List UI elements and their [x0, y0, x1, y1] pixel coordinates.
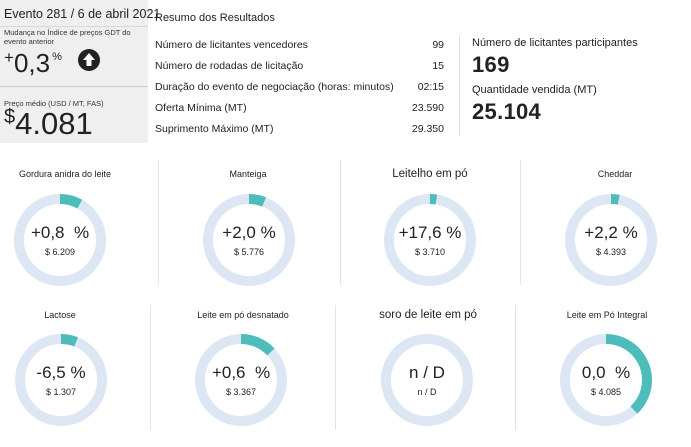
arrow-up-icon — [78, 49, 100, 71]
product-donut: +17,6 % $ 3.710 — [382, 192, 478, 288]
participants-caption: Número de licitantes participantes — [472, 37, 638, 49]
donut-change-arc — [14, 194, 106, 286]
divider — [158, 160, 159, 285]
product-change: +2,2 % — [584, 223, 638, 242]
quantity-value: 25.104 — [472, 99, 542, 124]
divider — [520, 160, 521, 285]
summary-row: Duração do evento de negociação (horas: … — [155, 81, 444, 96]
donut-change-arc — [565, 194, 657, 286]
price-value: 4.081 — [15, 106, 93, 141]
summary-row: Suprimento Máximo (MT) 29.350 — [155, 123, 444, 138]
summary-row-value: 29.350 — [411, 123, 444, 135]
divider — [150, 305, 151, 430]
divider — [0, 26, 148, 27]
donut-ring — [384, 194, 476, 286]
participants-value: 169 — [472, 52, 510, 77]
product-name: Lactose — [44, 310, 76, 320]
product-card-leitelho[interactable]: Leitelho em pó +17,6 % $ 3.710 — [345, 166, 515, 311]
product-donut: -6,5 % $ 1.307 — [13, 332, 109, 428]
summary-row-value: 15 — [432, 60, 444, 72]
product-change: -6,5 % — [36, 363, 86, 382]
event-title: Evento 281 / 6 de abril 2021 — [4, 7, 161, 21]
product-change: n / D — [409, 363, 445, 382]
divider — [335, 305, 336, 430]
product-price: $ 3.710 — [414, 247, 446, 257]
divider — [459, 36, 460, 136]
product-name: Leite em Pó Integral — [566, 310, 648, 320]
product-change: +2,0 % — [222, 223, 276, 242]
product-name: Gordura anidra do leite — [18, 169, 112, 179]
summary-row-value: 99 — [432, 39, 444, 51]
summary-row: Número de rodadas de licitação 15 — [155, 60, 444, 75]
price-index-change: +0,3% — [4, 48, 62, 79]
product-donut: +2,0 % $ 5.776 — [201, 192, 297, 288]
change-value: 0,3 — [13, 48, 51, 78]
summary-row-label: Duração do evento de negociação (horas: … — [155, 81, 394, 93]
product-card-lactose[interactable]: Lactose -6,5 % $ 1.307 — [0, 307, 170, 447]
product-donut: n / D n / D — [379, 332, 475, 428]
donut-change-arc — [195, 334, 287, 426]
donut-change-arc — [15, 334, 107, 426]
product-change: +17,6 % — [398, 223, 462, 242]
product-price: $ 6.209 — [44, 247, 76, 257]
donut-ring — [14, 194, 106, 286]
product-change: +0,6 % — [211, 363, 271, 382]
product-price: $ 5.776 — [233, 247, 265, 257]
change-unit: % — [52, 51, 62, 63]
average-price: $4.081 — [4, 106, 93, 142]
donut-change-arc — [560, 334, 652, 426]
summary-row-value: 23.590 — [411, 102, 444, 114]
price-currency: $ — [4, 106, 16, 128]
product-donut: +0,8 % $ 6.209 — [12, 192, 108, 288]
summary-row-label: Suprimento Máximo (MT) — [155, 123, 274, 135]
donut-ring — [381, 334, 473, 426]
donut-change-arc — [384, 194, 476, 286]
product-donut: +0,6 % $ 3.367 — [193, 332, 289, 428]
product-card-leite-integral[interactable]: Leite em Pó Integral 0,0 % $ 4.085 — [522, 307, 691, 447]
product-price: $ 1.307 — [45, 387, 77, 397]
summary-row: Oferta Mínima (MT) 23.590 — [155, 102, 444, 117]
divider — [0, 86, 148, 87]
summary-row-value: 02:15 — [417, 81, 444, 93]
summary-row-label: Número de rodadas de licitação — [155, 60, 304, 72]
product-name: soro de leite em pó — [379, 309, 477, 321]
product-card-cheddar[interactable]: Cheddar +2,2 % $ 4.393 — [525, 166, 691, 311]
summary-row-label: Oferta Mínima (MT) — [155, 102, 247, 114]
product-name: Leitelho em pó — [392, 168, 468, 180]
product-name: Leite em pó desnatado — [197, 310, 289, 320]
product-price: n / D — [417, 387, 437, 397]
donut-track — [381, 334, 473, 426]
quantity-caption: Quantidade vendida (MT) — [472, 84, 597, 96]
donut-ring — [195, 334, 287, 426]
product-donut: +2,2 % $ 4.393 — [563, 192, 659, 288]
change-sign: + — [4, 48, 14, 67]
donut-ring — [565, 194, 657, 286]
product-name: Manteiga — [229, 169, 267, 179]
divider — [340, 160, 341, 285]
product-donut: 0,0 % $ 4.085 — [558, 332, 654, 428]
product-price: $ 4.393 — [595, 247, 627, 257]
product-change: 0,0 % — [581, 363, 631, 382]
donut-ring — [203, 194, 295, 286]
product-card-leite-desnatado[interactable]: Leite em pó desnatado +0,6 % $ 3.367 — [158, 307, 328, 447]
summary-title: Resumo dos Resultados — [155, 12, 275, 24]
donut-ring — [15, 334, 107, 426]
product-card-manteiga[interactable]: Manteiga +2,0 % $ 5.776 — [165, 166, 335, 311]
donut-change-arc — [203, 194, 295, 286]
product-price: $ 3.367 — [225, 387, 257, 397]
product-name: Cheddar — [597, 169, 633, 179]
product-card-gordura-anidra[interactable]: Gordura anidra do leite +0,8 % $ 6.209 — [0, 166, 170, 311]
product-price: $ 4.085 — [590, 387, 622, 397]
price-index-change-caption: Mudança no Índice de preços GDT do event… — [4, 28, 131, 46]
product-change: +0,8 % — [30, 223, 90, 242]
divider — [515, 305, 516, 430]
event-panel: Evento 281 / 6 de abril 2021 Mudança no … — [0, 0, 160, 143]
average-price-caption: Preço médio (USD / MT, FAS) — [4, 99, 104, 108]
product-card-soro-de-leite[interactable]: soro de leite em pó n / D n / D — [343, 307, 513, 447]
summary-row: Número de licitantes vencedores 99 — [155, 39, 444, 54]
donut-ring — [560, 334, 652, 426]
summary-row-label: Número de licitantes vencedores — [155, 39, 308, 51]
